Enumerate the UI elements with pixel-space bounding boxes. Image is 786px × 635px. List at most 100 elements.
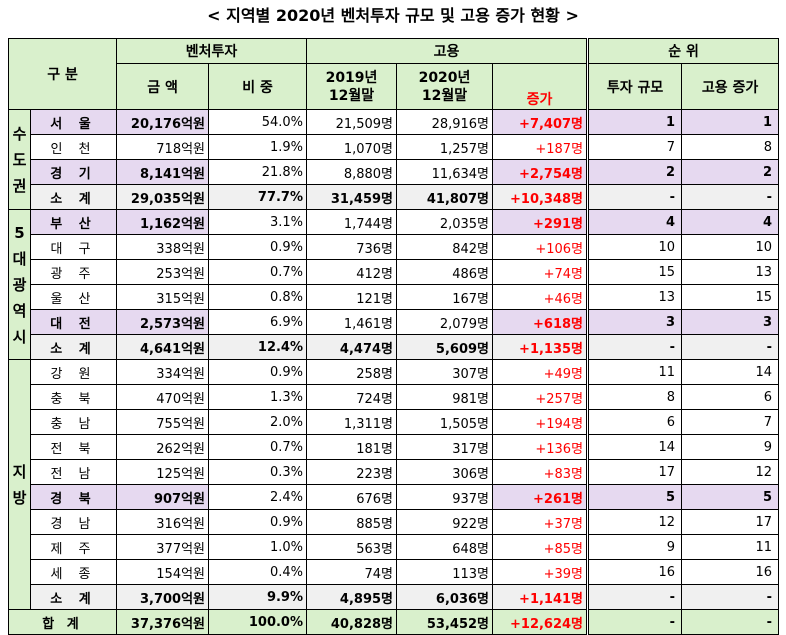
total-rank-invest: - [586, 609, 683, 635]
rank-employ: 16 [681, 559, 780, 585]
invest-share: 2.0% [208, 409, 308, 435]
rank-employ: 8 [681, 134, 780, 160]
employ-2019: 563명 [306, 534, 398, 560]
rank-employ: 6 [681, 384, 780, 410]
rank-employ: 4 [681, 209, 780, 235]
employ-2020: 981명 [396, 384, 494, 410]
total-label: 합 계 [7, 609, 118, 635]
invest-share: 0.7% [208, 259, 308, 285]
rank-invest: 8 [586, 384, 683, 410]
rank-employ: 14 [681, 359, 780, 385]
rank-employ: - [681, 584, 780, 610]
employ-2019: 74명 [306, 559, 398, 585]
rank-employ: 10 [681, 234, 780, 260]
invest-amount: 125억원 [116, 459, 210, 485]
employ-2019: 181명 [306, 434, 398, 460]
header-rank: 순 위 [586, 38, 780, 64]
employ-2019: 724명 [306, 384, 398, 410]
table-row: 소 계 4,641억원 12.4% 4,474명 5,609명 +1,135명 - - [9, 334, 780, 360]
rank-invest: 4 [586, 209, 683, 235]
rank-invest: 15 [586, 259, 683, 285]
invest-share: 2.4% [208, 484, 308, 510]
table-row: 인 천 718억원 1.9% 1,070명 1,257명 +187명 7 8 [9, 134, 780, 160]
employ-2020: 41,807명 [396, 184, 494, 210]
employ-2019: 223명 [306, 459, 398, 485]
employ-increase: +261명 [492, 484, 589, 510]
employ-increase: +37명 [492, 509, 589, 535]
employ-increase: +106명 [492, 234, 589, 260]
group-char: 권 [12, 176, 27, 195]
employ-2020: 5,609명 [396, 334, 494, 360]
regional-venture-table: 구 분 벤처투자 고용 순 위 금 액 비 중 2019년 12월말 2020년 1… [7, 38, 780, 635]
rank-employ: 7 [681, 409, 780, 435]
table-row: 울 산 315억원 0.8% 121명 167명 +46명 13 15 [9, 284, 780, 310]
region-name: 서 울 [29, 109, 118, 135]
invest-amount: 338억원 [116, 234, 210, 260]
region-name: 전 북 [29, 434, 118, 460]
invest-amount: 470억원 [116, 384, 210, 410]
rank-employ: 1 [681, 109, 780, 135]
rank-invest: 10 [586, 234, 683, 260]
group-char: 대 [12, 249, 27, 268]
rank-invest: 13 [586, 284, 683, 310]
group-char: 도 [12, 150, 27, 169]
rank-employ: 13 [681, 259, 780, 285]
employ-2019: 1,311명 [306, 409, 398, 435]
rank-employ: 3 [681, 309, 780, 335]
header-rank-invest: 투자 규모 [586, 63, 683, 110]
employ-2019: 736명 [306, 234, 398, 260]
region-name: 대 구 [29, 234, 118, 260]
region-name: 전 남 [29, 459, 118, 485]
employ-increase: +618명 [492, 309, 589, 335]
invest-share: 0.4% [208, 559, 308, 585]
employ-increase: +85명 [492, 534, 589, 560]
invest-amount: 2,573억원 [116, 309, 210, 335]
employ-2019: 1,070명 [306, 134, 398, 160]
header-share: 비 중 [208, 63, 308, 110]
invest-amount: 315억원 [116, 284, 210, 310]
invest-share: 0.9% [208, 509, 308, 535]
table-row: 소 계 29,035억원 77.7% 31,459명 41,807명 +10,348명 - - [9, 184, 780, 210]
employ-2020: 11,634명 [396, 159, 494, 185]
region-name: 대 전 [29, 309, 118, 335]
employ-2019: 8,880명 [306, 159, 398, 185]
total-rank-employ: - [681, 609, 780, 635]
invest-amount: 907억원 [116, 484, 210, 510]
total-amount: 37,376억원 [116, 609, 210, 635]
employ-2019: 31,459명 [306, 184, 398, 210]
employ-2020: 167명 [396, 284, 494, 310]
employ-increase: +187명 [492, 134, 589, 160]
header-2020: 2020년 12월말 [396, 63, 494, 110]
rank-invest: 17 [586, 459, 683, 485]
region-name: 경 기 [29, 159, 118, 185]
employ-2019: 4,474명 [306, 334, 398, 360]
invest-share: 0.7% [208, 434, 308, 460]
header-rank-employ: 고용 증가 [681, 63, 780, 110]
employ-2020: 113명 [396, 559, 494, 585]
rank-employ: 5 [681, 484, 780, 510]
employ-increase: +74명 [492, 259, 589, 285]
header-amount: 금 액 [116, 63, 210, 110]
rank-invest: 1 [586, 109, 683, 135]
invest-share: 1.0% [208, 534, 308, 560]
rank-invest: 16 [586, 559, 683, 585]
invest-share: 54.0% [208, 109, 308, 135]
rank-invest: 9 [586, 534, 683, 560]
invest-share: 9.9% [208, 584, 308, 610]
employ-2020: 648명 [396, 534, 494, 560]
employ-2020: 6,036명 [396, 584, 494, 610]
rank-invest: 3 [586, 309, 683, 335]
invest-amount: 1,162억원 [116, 209, 210, 235]
employ-increase: +2,754명 [492, 159, 589, 185]
employ-2020: 842명 [396, 234, 494, 260]
invest-amount: 316억원 [116, 509, 210, 535]
invest-amount: 4,641억원 [116, 334, 210, 360]
total-share: 100.0% [208, 609, 308, 635]
rank-employ: 15 [681, 284, 780, 310]
employ-2019: 1,461명 [306, 309, 398, 335]
invest-share: 3.1% [208, 209, 308, 235]
rank-employ: 17 [681, 509, 780, 535]
